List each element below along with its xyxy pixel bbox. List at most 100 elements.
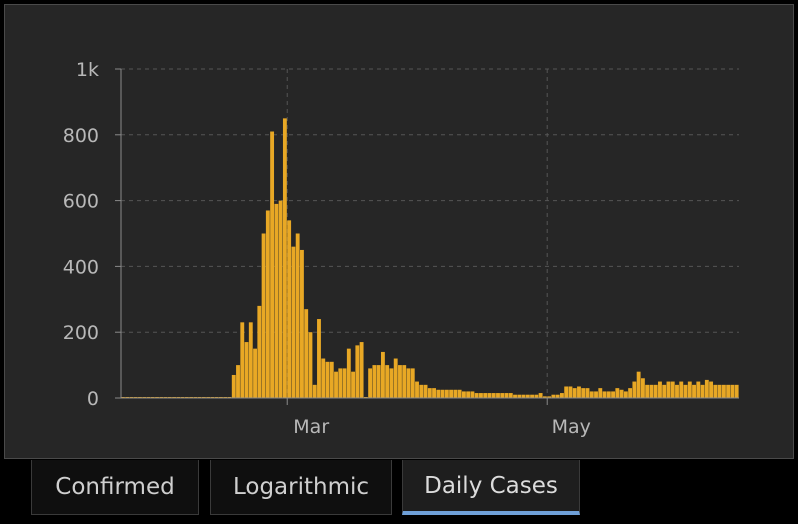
bar xyxy=(508,393,513,398)
bar xyxy=(419,384,424,398)
bar xyxy=(278,200,283,398)
bar xyxy=(504,393,509,398)
bar xyxy=(611,391,615,398)
bar xyxy=(649,384,654,398)
bar xyxy=(521,394,526,398)
bar xyxy=(598,388,603,398)
bar xyxy=(496,393,500,398)
bar xyxy=(551,394,556,398)
y-tick-label: 0 xyxy=(87,388,99,410)
bar xyxy=(547,396,552,398)
bar xyxy=(628,388,633,398)
tab-confirmed[interactable]: Confirmed xyxy=(31,460,199,515)
bar xyxy=(317,319,321,398)
bar xyxy=(432,388,436,398)
y-tick-label: 200 xyxy=(63,322,99,344)
bar xyxy=(470,391,475,398)
bar xyxy=(291,246,296,398)
bar xyxy=(606,391,611,398)
bar xyxy=(410,368,415,398)
bar xyxy=(257,305,262,398)
bar xyxy=(734,384,739,398)
x-tick-label: May xyxy=(552,416,591,438)
bar xyxy=(244,342,249,398)
bar xyxy=(726,384,731,398)
bar xyxy=(619,389,624,398)
bar xyxy=(329,361,334,398)
chart-view-tabs: Confirmed Logarithmic Daily Cases xyxy=(0,460,798,524)
bar xyxy=(721,384,726,398)
bar xyxy=(372,365,377,398)
bar xyxy=(231,374,236,398)
bar xyxy=(713,384,718,398)
bar xyxy=(534,394,539,398)
bar xyxy=(385,365,390,398)
bar xyxy=(594,391,598,398)
y-tick-label: 400 xyxy=(63,256,99,278)
bar xyxy=(240,322,245,398)
bar xyxy=(564,386,569,398)
bar xyxy=(491,393,496,398)
bar xyxy=(359,342,364,398)
bar xyxy=(530,394,535,398)
bar xyxy=(346,348,351,398)
bar xyxy=(636,371,641,398)
tab-daily-cases[interactable]: Daily Cases xyxy=(402,460,580,515)
bar xyxy=(253,348,257,398)
bar xyxy=(653,384,658,398)
bar xyxy=(338,368,343,398)
bar xyxy=(415,381,419,398)
bar xyxy=(261,233,266,398)
bar xyxy=(355,345,360,398)
bar xyxy=(696,381,701,398)
bar xyxy=(513,394,517,398)
bar xyxy=(645,384,650,398)
bar xyxy=(487,393,492,398)
bar xyxy=(389,368,394,398)
bar xyxy=(423,384,428,398)
bar xyxy=(398,365,402,398)
bar xyxy=(449,389,454,398)
bar xyxy=(500,393,505,398)
bar xyxy=(457,389,462,398)
bar xyxy=(658,381,662,398)
bar xyxy=(538,393,543,398)
bar xyxy=(440,389,445,398)
bar xyxy=(461,391,466,398)
bar xyxy=(402,365,407,398)
bar xyxy=(308,332,313,398)
bar xyxy=(581,388,586,398)
bar xyxy=(692,384,696,398)
bar xyxy=(376,365,381,398)
bar xyxy=(444,389,449,398)
bar xyxy=(700,384,705,398)
bar xyxy=(577,386,581,398)
bar xyxy=(709,381,714,398)
bar xyxy=(670,381,675,398)
bar xyxy=(265,210,270,398)
bar xyxy=(623,391,628,398)
bar xyxy=(615,388,620,398)
y-tick-label: 600 xyxy=(63,191,99,213)
x-tick-label: Mar xyxy=(293,416,329,438)
bar xyxy=(585,388,590,398)
bar xyxy=(406,368,411,398)
daily-cases-chart: 0 200 400 600 800 1k Mar May xyxy=(63,59,739,438)
bar xyxy=(453,389,458,398)
bar xyxy=(479,393,483,398)
bar xyxy=(287,220,292,398)
bar xyxy=(368,368,373,398)
bar xyxy=(274,203,279,398)
bar xyxy=(393,358,398,398)
bar xyxy=(683,384,688,398)
bar xyxy=(679,381,684,398)
tab-logarithmic[interactable]: Logarithmic xyxy=(210,460,392,515)
y-tick-label: 1k xyxy=(76,59,99,81)
chart-panel: 0 200 400 600 800 1k Mar May xyxy=(4,4,794,459)
bar xyxy=(662,384,667,398)
bar xyxy=(325,361,330,398)
bar xyxy=(517,394,522,398)
bar xyxy=(295,233,300,398)
bar xyxy=(248,322,253,398)
bar xyxy=(572,388,577,398)
